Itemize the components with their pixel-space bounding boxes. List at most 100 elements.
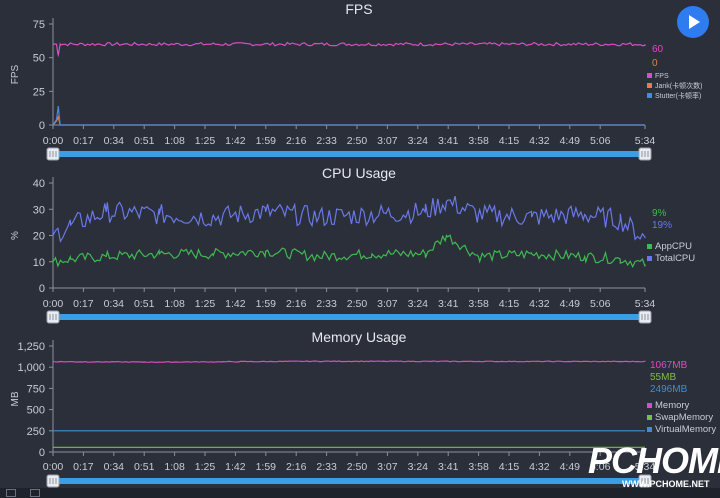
chart1-ytick-label: 10 bbox=[33, 257, 45, 269]
chart1-ytick-label: 30 bbox=[33, 204, 45, 216]
chart2-xtick-label: 0:17 bbox=[73, 461, 94, 473]
chart0-series-line bbox=[52, 106, 645, 126]
chart1-legend-label: AppCPU bbox=[655, 241, 692, 252]
tab-icon[interactable] bbox=[30, 489, 40, 497]
chart2-xtick-label: 5:06 bbox=[590, 461, 611, 473]
chart1-legend-swatch bbox=[647, 256, 652, 261]
chart1-xtick-label: 1:25 bbox=[195, 298, 216, 310]
chart2-xtick-label: 4:15 bbox=[499, 461, 520, 473]
chart0-xtick-label: 2:16 bbox=[286, 135, 307, 147]
chart0-series-line bbox=[52, 114, 645, 126]
chart0-legend-swatch bbox=[647, 83, 652, 88]
chart1-ylabel: % bbox=[10, 231, 21, 240]
chart2-xtick-label: 1:25 bbox=[195, 461, 216, 473]
chart1-range-slider bbox=[53, 314, 645, 320]
chart0-series-line bbox=[52, 41, 646, 58]
chart1-xtick-label: 1:59 bbox=[256, 298, 277, 310]
chart0-legend-swatch bbox=[647, 73, 652, 78]
chart0-xtick-label: 0:17 bbox=[73, 135, 94, 147]
chart1-xtick-label: 4:15 bbox=[499, 298, 520, 310]
chart0-ytick-label: 50 bbox=[33, 53, 45, 65]
chart1-xtick-label: 2:50 bbox=[347, 298, 368, 310]
chart1-legend-label: TotalCPU bbox=[655, 253, 695, 264]
chart0-title: FPS bbox=[345, 1, 372, 17]
chart1-xtick-label: 3:24 bbox=[408, 298, 429, 310]
chart2-xtick-label: 1:08 bbox=[164, 461, 185, 473]
chart0-xtick-label: 1:42 bbox=[225, 135, 246, 147]
play-icon bbox=[689, 15, 700, 29]
chart2-legend-swatch bbox=[647, 427, 652, 432]
watermark: PCHOME WWW.PCHOME.NET bbox=[588, 440, 720, 492]
watermark-url: WWW.PCHOME.NET bbox=[622, 479, 710, 489]
chart2-xtick-label: 3:07 bbox=[377, 461, 398, 473]
chart0-xtick-label: 0:34 bbox=[104, 135, 125, 147]
chart1-current-value: 9% bbox=[652, 208, 667, 219]
chart2-xtick-label: 5:34 bbox=[635, 461, 656, 473]
chart2-ytick-label: 1,250 bbox=[17, 341, 45, 353]
chart0-ytick-label: 0 bbox=[39, 120, 45, 132]
chart1-xtick-label: 1:42 bbox=[225, 298, 246, 310]
chart0-xtick-label: 4:32 bbox=[529, 135, 550, 147]
chart0-ytick-label: 75 bbox=[33, 19, 45, 31]
chart2-ytick-label: 1,000 bbox=[17, 362, 45, 374]
chart1-current-value: 19% bbox=[652, 220, 672, 231]
chart0-xtick-label: 3:07 bbox=[377, 135, 398, 147]
chart2-xtick-label: 0:34 bbox=[104, 461, 125, 473]
chart0-xtick-label: 5:34 bbox=[635, 135, 656, 147]
chart2-current-value: 2496MB bbox=[650, 384, 688, 395]
chart2-ytick-label: 250 bbox=[27, 426, 45, 438]
chart2-ytick-label: 0 bbox=[39, 447, 45, 459]
chart1-xtick-label: 4:32 bbox=[529, 298, 550, 310]
chart1-xtick-label: 3:41 bbox=[438, 298, 459, 310]
chart0-xtick-label: 1:08 bbox=[164, 135, 185, 147]
chart0-legend-label: FPS bbox=[655, 73, 669, 80]
chart1-xtick-label: 3:58 bbox=[468, 298, 489, 310]
watermark-logo: PCHOME bbox=[588, 440, 720, 481]
chart2-ylabel: MB bbox=[10, 391, 21, 406]
chart2-legend-label: VirtualMemory bbox=[655, 424, 716, 435]
chart0-xtick-label: 1:59 bbox=[256, 135, 277, 147]
chart0-xtick-label: 3:24 bbox=[408, 135, 429, 147]
chart1-ytick-label: 0 bbox=[39, 283, 45, 295]
chart1-xtick-label: 0:34 bbox=[104, 298, 125, 310]
chart2-xtick-label: 1:59 bbox=[256, 461, 277, 473]
chart0-xtick-label: 0:51 bbox=[134, 135, 155, 147]
chart1-legend-swatch bbox=[647, 244, 652, 249]
chart2-xtick-label: 4:49 bbox=[560, 461, 581, 473]
chart1-series-line bbox=[52, 195, 646, 243]
chart1-xtick-label: 3:07 bbox=[377, 298, 398, 310]
chart2-xtick-label: 1:42 bbox=[225, 461, 246, 473]
chart2-xtick-label: 2:33 bbox=[316, 461, 337, 473]
chart0-ytick-label: 25 bbox=[33, 86, 45, 98]
chart2-legend-label: Memory bbox=[655, 400, 690, 411]
chart2-legend-label: SwapMemory bbox=[655, 412, 713, 423]
play-button[interactable] bbox=[677, 6, 709, 38]
chart0-xtick-label: 5:06 bbox=[590, 135, 611, 147]
chart2-ytick-label: 500 bbox=[27, 405, 45, 417]
chart2-current-value: 1067MB bbox=[650, 360, 688, 371]
chart2-xtick-label: 2:16 bbox=[286, 461, 307, 473]
chart1-xtick-label: 2:16 bbox=[286, 298, 307, 310]
chart0-xtick-label: 4:49 bbox=[560, 135, 581, 147]
chart0-current-value: 0 bbox=[652, 58, 658, 69]
chart1-xtick-label: 2:33 bbox=[316, 298, 337, 310]
chart2-legend-swatch bbox=[647, 415, 652, 420]
chart1-xtick-label: 4:49 bbox=[560, 298, 581, 310]
chart2-xtick-label: 0:00 bbox=[43, 461, 64, 473]
chart0-xtick-label: 3:58 bbox=[468, 135, 489, 147]
chart0-legend-label: Stutter(卡顿率) bbox=[655, 91, 701, 100]
chart0-range-slider bbox=[53, 151, 645, 157]
chart0-xtick-label: 2:50 bbox=[347, 135, 368, 147]
chart2-ytick-label: 750 bbox=[27, 383, 45, 395]
chart1-xtick-label: 1:08 bbox=[164, 298, 185, 310]
chart2-range-slider bbox=[53, 478, 645, 484]
chart2-series-line bbox=[52, 360, 646, 364]
chart1-xtick-label: 0:00 bbox=[43, 298, 64, 310]
chart2-xtick-label: 4:32 bbox=[529, 461, 550, 473]
bottom-toolbar bbox=[0, 488, 720, 498]
chart1-xtick-label: 0:51 bbox=[134, 298, 155, 310]
chart1-xtick-label: 5:06 bbox=[590, 298, 611, 310]
tab-icon[interactable] bbox=[6, 489, 16, 497]
chart0-xtick-label: 2:33 bbox=[316, 135, 337, 147]
